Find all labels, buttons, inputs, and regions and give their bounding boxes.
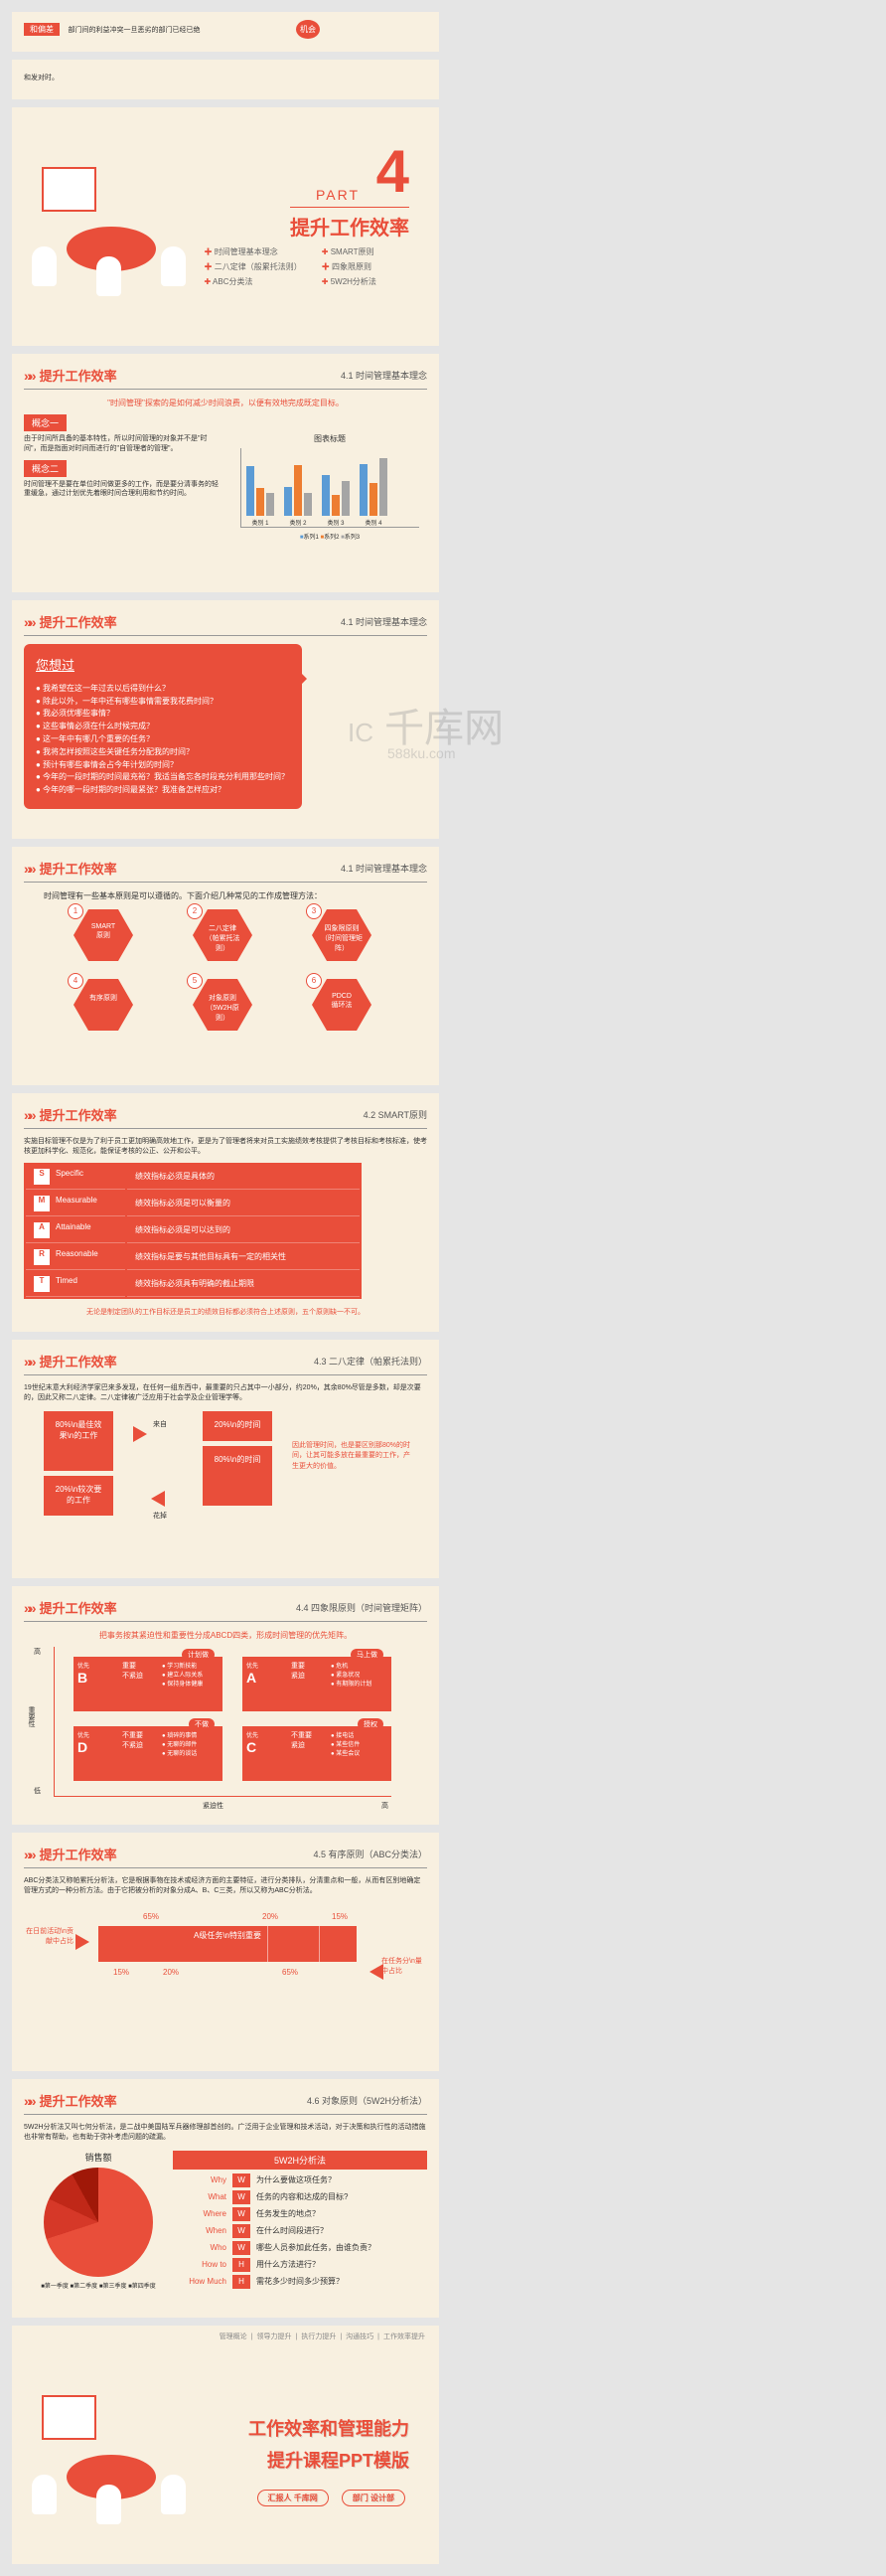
- slide-final: 管理概论|领导力提升|执行力提升|沟通技巧|工作效率提升 工作效率和管理能力 提…: [12, 2326, 439, 2564]
- chevron-icon: »»: [24, 861, 34, 877]
- chevron-icon: »»: [24, 1354, 34, 1369]
- part-number: 4: [376, 137, 409, 206]
- top-nav: 管理概论|领导力提升|执行力提升|沟通技巧|工作效率提升: [216, 2332, 429, 2341]
- chevron-icon: »»: [24, 1847, 34, 1862]
- circle: 机会: [296, 20, 320, 39]
- slide-41-speech: »»提升工作效率4.1 时间管理基本理念 您想过 ● 我希望在这一年过去以后得到…: [12, 600, 439, 839]
- slide-part4: 4 PART 提升工作效率 时间管理基本理念SMART原则 二八定律（般累托法则…: [12, 107, 439, 346]
- part-title: 提升工作效率: [290, 207, 409, 241]
- illustration: [22, 157, 201, 306]
- final-title: 工作效率和管理能力 提升课程PPT模版 汇报人 千库网 部门 设计部: [248, 2415, 409, 2512]
- chevron-icon: »»: [24, 368, 34, 384]
- text: 和发对时。: [24, 75, 59, 81]
- chevron-icon: »»: [24, 2093, 34, 2109]
- part-label: PART: [316, 187, 360, 203]
- quote: "时间管理"探索的是如何减少时间浪费，以便有效地完成既定目标。: [24, 398, 427, 408]
- slide-partial-left: 和偏差 部门间的利益冲突一旦恶劣的部门已经已绝 机会: [12, 12, 439, 52]
- slide-44: »»提升工作效率4.4 四象限原则（时间管理矩阵） 把事务按其紧迫性和重要性分成…: [12, 1586, 439, 1825]
- chevron-icon: »»: [24, 614, 34, 630]
- slide-41-chart: »»提升工作效率4.1 时间管理基本理念 "时间管理"探索的是如何减少时间浪费，…: [12, 354, 439, 592]
- part-items: 时间管理基本理念SMART原则 二八定律（般累托法则）四象限原则 ABC分类法5…: [205, 246, 419, 287]
- pie-chart: [44, 2168, 153, 2277]
- slide-42: »»提升工作效率4.2 SMART原则 实施目标管理不仅是为了利于员工更加明确高…: [12, 1093, 439, 1332]
- slide-partial-right: 和发对时。: [12, 60, 439, 99]
- bar-chart: 图表标题 类别 1类别 2类别 3类别 4 ■系列1 ■系列2 ■系列3: [240, 433, 419, 533]
- chevron-icon: »»: [24, 1600, 34, 1616]
- smart-table: SSpecific绩效指标必须是具体的MMeasurable绩效指标必须是可以衡…: [24, 1163, 362, 1299]
- speech-bubble: 您想过 ● 我希望在这一年过去以后得到什么？● 除此以外，一年中还有哪些事情需要…: [24, 644, 302, 809]
- illustration: [22, 2385, 201, 2534]
- text: 部门间的利益冲突一旦恶劣的部门已经已绝: [69, 27, 201, 34]
- tag: 和偏差: [24, 23, 60, 36]
- slide-46: »»提升工作效率4.6 对象原则（5W2H分析法） 5W2H分析法又叫七何分析法…: [12, 2079, 439, 2318]
- chevron-icon: »»: [24, 1107, 34, 1123]
- slide-45: »»提升工作效率4.5 有序原则（ABC分类法） ABC分类法又称帕累托分析法，…: [12, 1833, 439, 2071]
- abc-bar: A级任务\n特别重要: [98, 1926, 357, 1962]
- slide-41-hex: »»提升工作效率4.1 时间管理基本理念 时间管理有一些基本原则是可以遵循的。下…: [12, 847, 439, 1085]
- slide-43: »»提升工作效率4.3 二八定律（帕累托法则） 19世纪末意大利经济学家巴来多发…: [12, 1340, 439, 1578]
